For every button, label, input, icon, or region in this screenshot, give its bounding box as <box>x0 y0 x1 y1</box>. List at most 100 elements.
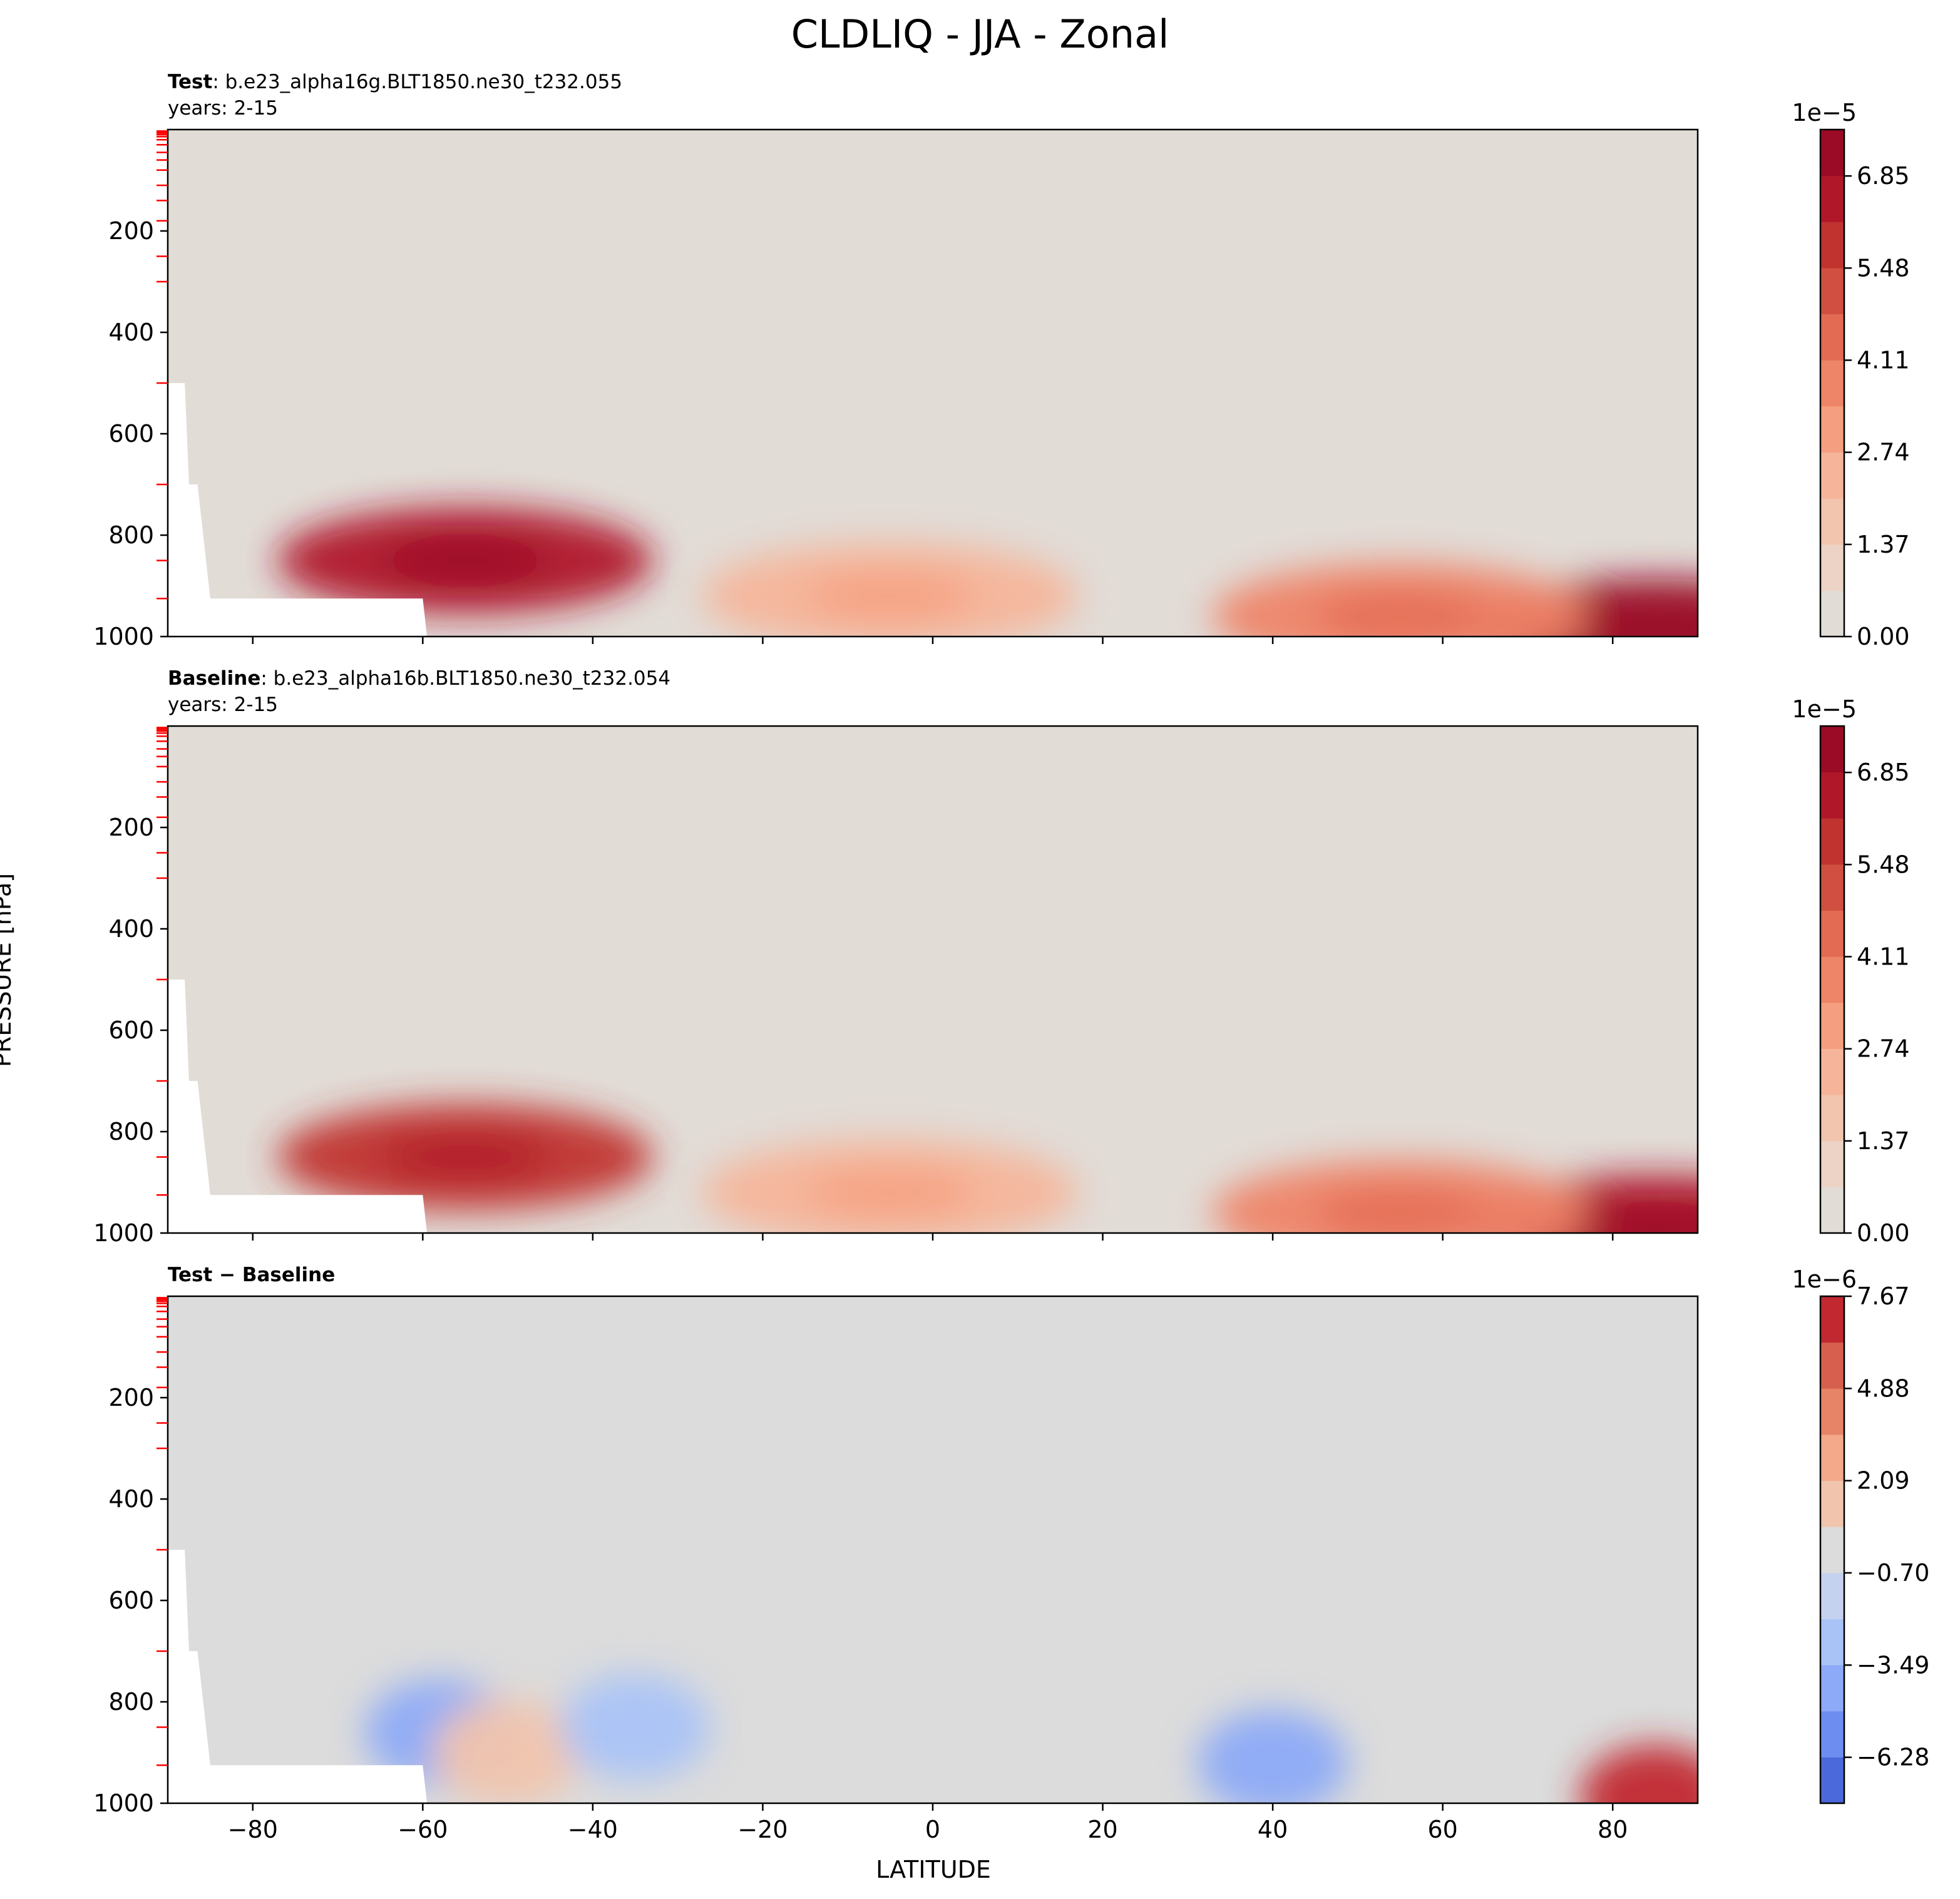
colorbar-segment <box>1820 726 1844 773</box>
colorbar-tick-label: 6.85 <box>1857 162 1910 190</box>
colorbar-segment <box>1820 267 1844 315</box>
y-tick-label: 1000 <box>93 1219 154 1247</box>
x-tick-label: 60 <box>1427 1816 1457 1843</box>
colorbar-segment <box>1820 222 1844 269</box>
y-tick-label: 800 <box>108 1688 154 1716</box>
colorbar-segment <box>1820 590 1844 637</box>
colorbar-tick-label: 2.09 <box>1857 1467 1910 1495</box>
colorbar-tick-label: 1.37 <box>1857 531 1910 558</box>
terrain-mask <box>168 1550 428 1803</box>
y-tick-label: 600 <box>108 420 154 448</box>
colorbar-segment <box>1820 1757 1844 1804</box>
colorbar-segment <box>1820 314 1844 361</box>
colorbar-segment <box>1820 956 1844 1003</box>
panel-title-baseline-case: : b.e23_alpha16b.BLT1850.ne30_t232.054 <box>260 667 671 690</box>
contour-feature <box>1198 1709 1348 1803</box>
y-tick-label: 400 <box>108 1485 154 1513</box>
contour-feature-core <box>1571 609 1698 637</box>
colorbar-segment <box>1820 360 1844 407</box>
colorbar-tick-label: 2.74 <box>1857 439 1910 466</box>
colorbar-segment <box>1820 1711 1844 1758</box>
y-tick-label: 400 <box>108 319 154 346</box>
y-tick-label: 800 <box>108 521 154 549</box>
colorbar-exponent: 1e−5 <box>1792 99 1857 126</box>
y-tick-label: 200 <box>108 814 154 841</box>
colorbar-exponent: 1e−5 <box>1792 695 1857 723</box>
y-tick-label: 800 <box>108 1118 154 1145</box>
colorbar-segment <box>1820 1665 1844 1712</box>
colorbar-segment <box>1820 818 1844 865</box>
contour-feature-core <box>381 538 550 583</box>
y-tick-label: 600 <box>108 1016 154 1044</box>
colorbar-tick-label: 4.11 <box>1857 943 1910 970</box>
contour-feature-core <box>806 1170 975 1215</box>
colorbar-segment <box>1820 864 1844 911</box>
colorbar-segment <box>1820 1572 1844 1619</box>
contour-feature-core <box>1315 594 1485 637</box>
colorbar-segment <box>1820 1342 1844 1389</box>
colorbar-segment <box>1820 452 1844 499</box>
colorbar-frame <box>1819 1295 1845 1804</box>
y-tick-label: 200 <box>108 217 154 245</box>
colorbar-segment <box>1820 1527 1844 1574</box>
contour-feature-core <box>806 574 975 618</box>
x-tick-label: −60 <box>398 1816 448 1843</box>
colorbar-segment <box>1820 1619 1844 1666</box>
colorbar-segment <box>1820 1434 1844 1482</box>
x-tick-label: 0 <box>925 1816 940 1843</box>
x-axis-label: LATITUDE <box>876 1856 991 1883</box>
colorbar-tick-label: 7.67 <box>1857 1282 1910 1310</box>
y-tick-label: 600 <box>108 1587 154 1614</box>
colorbar-segment <box>1820 772 1844 819</box>
y-tick-label: 1000 <box>93 623 154 650</box>
terrain-mask <box>168 383 428 637</box>
y-tick-label: 200 <box>108 1384 154 1411</box>
panel-title-test-bold: Test <box>168 71 213 93</box>
colorbar-frame <box>1819 128 1845 638</box>
colorbar-segment <box>1820 130 1844 177</box>
colorbar-0: 0.00 1.37 2.74 4.11 5.48 6.85 1e−5 <box>1792 99 1909 650</box>
colorbar-segment <box>1820 1095 1844 1142</box>
x-tick-label: 20 <box>1087 1816 1117 1843</box>
colorbar-segment <box>1820 1187 1844 1234</box>
plot-area-1 <box>168 726 1698 1233</box>
colorbar-segment <box>1820 175 1844 222</box>
colorbar-tick-label: −0.70 <box>1857 1559 1929 1587</box>
colorbar-tick-label: 0.00 <box>1857 1219 1910 1247</box>
colorbar-segment <box>1820 1048 1844 1095</box>
colorbar-1: 0.00 1.37 2.74 4.11 5.48 6.85 1e−5 <box>1792 695 1909 1247</box>
x-tick-label: 80 <box>1598 1816 1628 1843</box>
panel-years-test: years: 2-15 <box>168 97 278 120</box>
colorbar-tick-label: 1.37 <box>1857 1127 1910 1155</box>
colorbar-tick-label: 0.00 <box>1857 623 1910 650</box>
colorbar-tick-label: 4.88 <box>1857 1374 1910 1402</box>
panel-title-test-case: : b.e23_alpha16g.BLT1850.ne30_t232.055 <box>212 71 623 93</box>
contour-feature-core <box>1571 1205 1698 1233</box>
contour-feature <box>560 1674 711 1781</box>
x-tick-label: −20 <box>737 1816 788 1843</box>
colorbar-frame <box>1819 725 1845 1234</box>
contour-feature <box>433 1699 583 1803</box>
plot-area-2 <box>168 1296 1698 1803</box>
colorbar-tick-label: −6.28 <box>1857 1744 1929 1771</box>
colorbar-exponent: 1e−6 <box>1792 1266 1857 1293</box>
colorbar-segment <box>1820 1480 1844 1527</box>
panel-title-baseline: Baseline: b.e23_alpha16b.BLT1850.ne30_t2… <box>168 665 670 692</box>
contour-feature <box>1580 1744 1698 1803</box>
panel-title-baseline-bold: Baseline <box>168 667 261 690</box>
colorbar-tick-label: 2.74 <box>1857 1035 1910 1063</box>
colorbar-segment <box>1820 1002 1844 1049</box>
y-tick-label: 400 <box>108 915 154 943</box>
figure-title: CLDLIQ - JJA - Zonal <box>791 11 1169 57</box>
terrain-mask <box>168 980 428 1233</box>
plot-area-0 <box>168 130 1698 637</box>
colorbar-tick-label: 4.11 <box>1857 346 1910 374</box>
colorbar-tick-label: 5.48 <box>1857 254 1910 282</box>
colorbar-tick-label: 5.48 <box>1857 851 1910 878</box>
x-tick-label: 40 <box>1258 1816 1288 1843</box>
colorbar-segment <box>1820 406 1844 453</box>
colorbar-segment <box>1820 1296 1844 1343</box>
colorbar-tick-label: −3.49 <box>1857 1651 1929 1679</box>
